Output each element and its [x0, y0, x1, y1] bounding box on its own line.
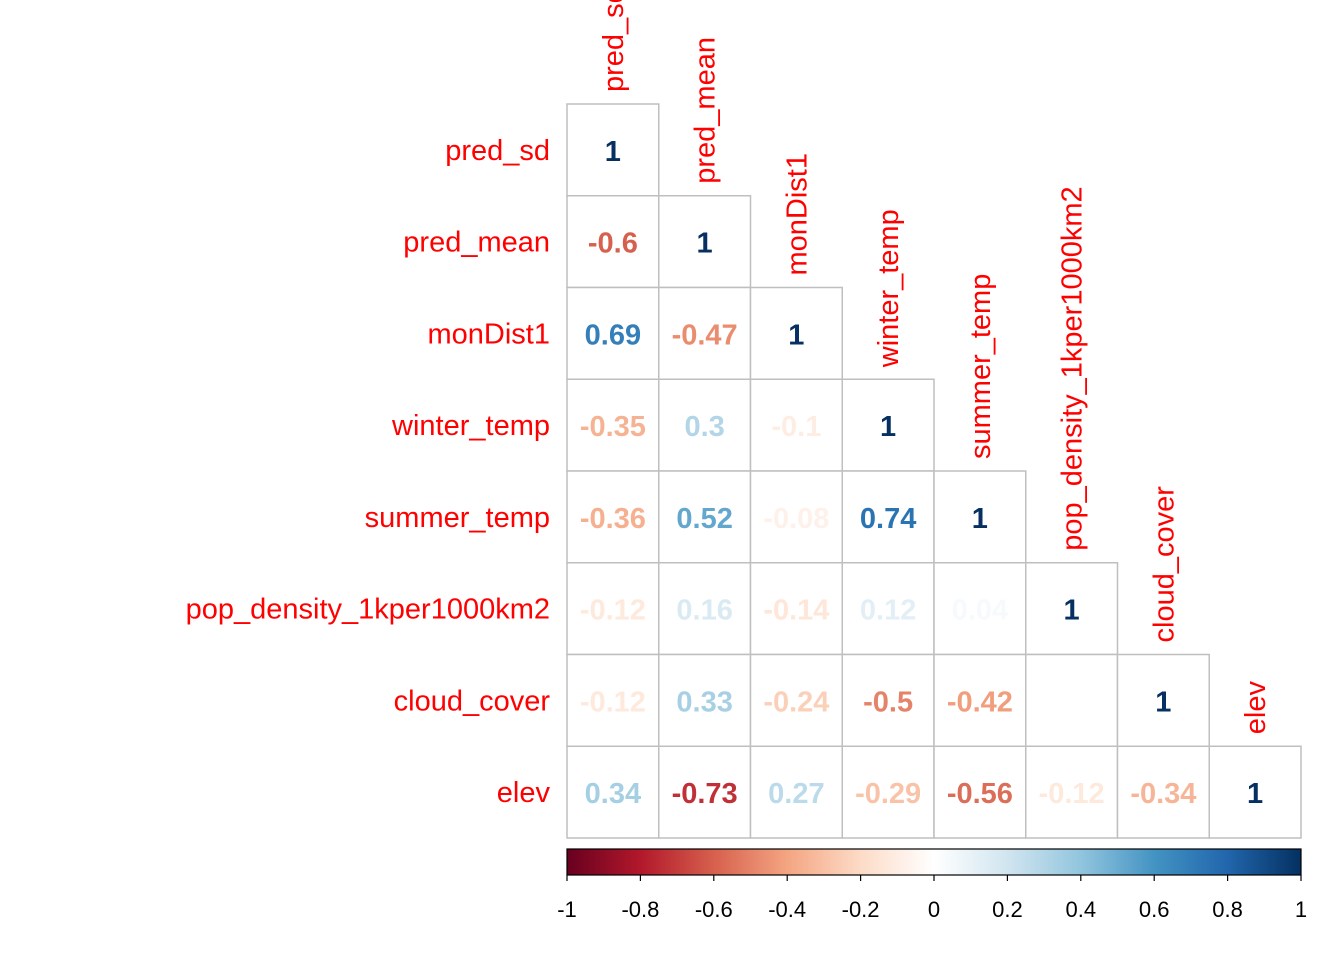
grid-cell [841, 653, 935, 747]
cell-value: 1 [788, 319, 804, 351]
cell-value: -0.6 [588, 228, 638, 260]
cell-value: 0.27 [768, 778, 824, 810]
colorbar-ticks: -1 -0.8 -0.6 -0.4 -0.2 0 0.2 0.4 0.6 0.8 1 [557, 875, 1307, 922]
cell-value: -0.24 [763, 686, 829, 718]
colorbar-tick-label: -1 [557, 897, 577, 922]
column-labels: pred_sd pred_mean monDist1 winter_temp summe… [598, 0, 1272, 734]
cell-value: 1 [972, 503, 988, 535]
cell-value: -0.12 [580, 686, 646, 718]
colorbar-gradient [566, 848, 1302, 876]
cell-value: 0.33 [676, 686, 732, 718]
grid-cell [841, 562, 935, 656]
cell-value: -0.47 [672, 319, 738, 351]
cell-value: -0.08 [763, 503, 829, 535]
cell-values: 1 -0.6 1 0.69 -0.47 1 -0.35 0.3 -0.1 1 -0.36 0.52 -0… [580, 136, 1263, 810]
grid-cell [1208, 745, 1302, 839]
grid-cell [841, 745, 935, 839]
cell-value: -0.36 [580, 503, 646, 535]
cell-value: -0.1 [771, 411, 821, 443]
grid-cell [658, 378, 752, 472]
cell-value: 1 [1247, 778, 1263, 810]
cell-value: -0.42 [947, 686, 1013, 718]
cell-value: -0.14 [763, 595, 829, 627]
grid-cell [566, 103, 660, 197]
colorbar-tick-label: 0.6 [1139, 897, 1170, 922]
cell-value: -0.73 [672, 778, 738, 810]
column-label: summer_temp [965, 274, 997, 459]
cell-value: -0.29 [855, 778, 921, 810]
grid-cell [566, 195, 660, 289]
colorbar-tick-label: 0.8 [1212, 897, 1243, 922]
grid-cell [1025, 562, 1119, 656]
cell-value: 0.04 [952, 595, 1008, 627]
row-label: winter_temp [391, 410, 550, 442]
grid-cell [658, 562, 752, 656]
colorbar-tick-label: -0.2 [842, 897, 880, 922]
cell-value: 1 [697, 228, 713, 260]
grid-cell [658, 745, 752, 839]
grid-cell [658, 653, 752, 747]
cell-value: -0.34 [1130, 778, 1196, 810]
column-label: pred_sd [598, 0, 630, 92]
colorbar-tick-label: 1 [1295, 897, 1307, 922]
grid-cells [566, 103, 1302, 839]
colorbar-tick-label: 0.4 [1066, 897, 1097, 922]
grid-cell [1025, 653, 1119, 747]
cell-value: 1 [1155, 686, 1171, 718]
grid-cell [566, 745, 660, 839]
grid-cell [749, 562, 843, 656]
colorbar: -1 -0.8 -0.6 -0.4 -0.2 0 0.2 0.4 0.6 0.8 1 [557, 848, 1307, 922]
cell-value: 0.3 [684, 411, 724, 443]
cell-value: 1 [1064, 595, 1080, 627]
column-label: elev [1240, 681, 1272, 735]
column-label: pred_mean [690, 37, 722, 184]
cell-value: -0.35 [580, 411, 646, 443]
row-label: pred_mean [403, 227, 550, 259]
row-label: elev [497, 777, 551, 809]
cell-value: -0.12 [1039, 778, 1105, 810]
cell-value: -0.12 [580, 595, 646, 627]
grid-cell [566, 562, 660, 656]
cell-value: -0.5 [863, 686, 913, 718]
row-labels: pred_sd pred_mean monDist1 winter_tempsumme… [186, 135, 551, 809]
colorbar-tick-label: 0.2 [992, 897, 1023, 922]
grid-cell [1116, 653, 1210, 747]
colorbar-tick-label: 0 [928, 897, 940, 922]
cell-value: 0.74 [860, 503, 916, 535]
grid-cell [566, 653, 660, 747]
grid-cell [749, 286, 843, 380]
cell-value: 0.34 [585, 778, 641, 810]
grid-cell [841, 470, 935, 564]
grid-cell [933, 562, 1027, 656]
cell-value: 0.12 [860, 595, 916, 627]
row-label: pop_density_1kper1000km2 [186, 594, 550, 626]
cell-value: 1 [880, 411, 896, 443]
cell-value: 0.52 [676, 503, 732, 535]
cell-value: 1 [605, 136, 621, 168]
row-label: summer_temp [365, 502, 550, 534]
colorbar-tick-label: -0.6 [695, 897, 733, 922]
cell-value: 0.69 [585, 319, 641, 351]
column-label: pop_density_1kper1000km2 [1057, 186, 1089, 550]
column-label: winter_temp [873, 209, 905, 368]
colorbar-tick-label: -0.8 [621, 897, 659, 922]
grid-cell [841, 378, 935, 472]
grid-cell [658, 470, 752, 564]
column-label: cloud_cover [1148, 486, 1180, 643]
row-label: monDist1 [428, 318, 551, 350]
cell-value: 0.16 [676, 595, 732, 627]
grid-cell [1116, 745, 1210, 839]
colorbar-tick-label: -0.4 [768, 897, 806, 922]
row-label: cloud_cover [394, 685, 551, 717]
row-label: pred_sd [445, 135, 550, 167]
column-label: monDist1 [781, 153, 813, 276]
grid-cell [658, 195, 752, 289]
cell-value: -0.56 [947, 778, 1013, 810]
